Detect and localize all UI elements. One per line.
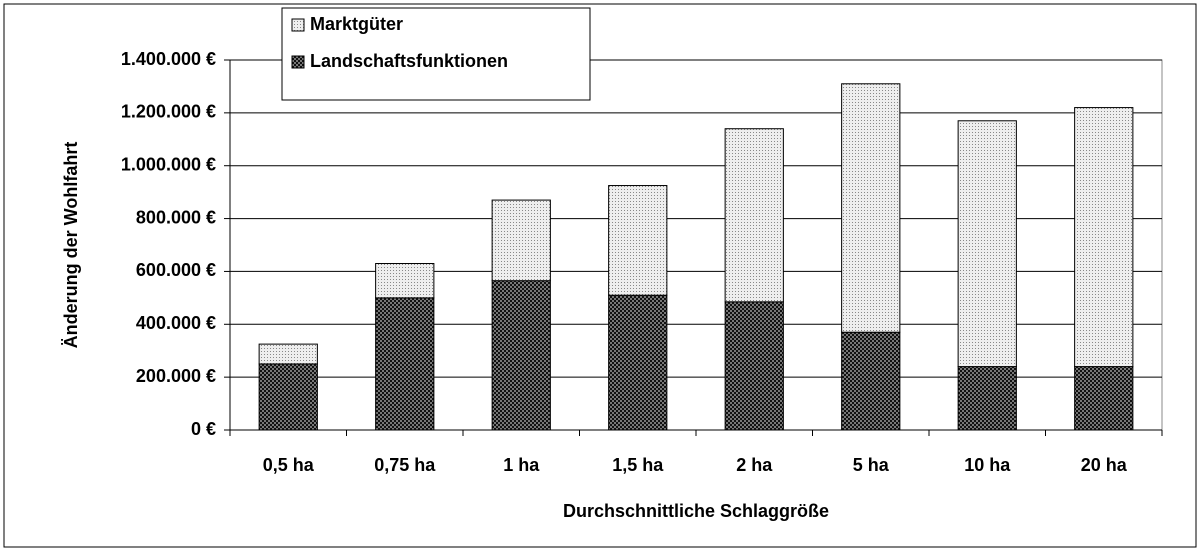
bar-segment (258, 363, 318, 431)
y-tick-label: 1.200.000 € (121, 102, 216, 122)
bar-segment (1074, 107, 1134, 368)
y-tick-label: 1.000.000 € (121, 154, 216, 174)
legend-swatch (291, 18, 305, 32)
bar-segment (724, 301, 784, 431)
bar-segment (957, 120, 1017, 368)
y-tick-label: 1.400.000 € (121, 49, 216, 69)
bar-segment (841, 83, 901, 333)
y-axis-title: Änderung der Wohlfahrt (61, 142, 81, 349)
legend-label: Marktgüter (310, 14, 403, 34)
bar-segment (258, 343, 318, 365)
y-tick-label: 400.000 € (136, 313, 216, 333)
x-tick-label: 0,75 ha (374, 455, 436, 475)
x-axis-title: Durchschnittliche Schlaggröße (563, 501, 829, 521)
x-tick-label: 2 ha (736, 455, 773, 475)
bar-segment (608, 185, 668, 296)
legend-label: Landschaftsfunktionen (310, 51, 508, 71)
y-tick-label: 200.000 € (136, 366, 216, 386)
bar-segment (491, 280, 551, 431)
bar-segment (491, 199, 551, 282)
bar-segment (1074, 366, 1134, 431)
x-tick-label: 1,5 ha (612, 455, 664, 475)
bar-segment (841, 331, 901, 431)
bar-segment (608, 294, 668, 431)
y-tick-label: 800.000 € (136, 207, 216, 227)
legend-swatch (291, 55, 305, 69)
x-tick-label: 1 ha (503, 455, 540, 475)
y-tick-label: 0 € (191, 419, 216, 439)
legend-box (281, 7, 591, 101)
y-tick-label: 600.000 € (136, 260, 216, 280)
x-tick-label: 5 ha (853, 455, 890, 475)
bar-segment (375, 297, 435, 431)
bar-segment (957, 366, 1017, 431)
x-tick-label: 10 ha (964, 455, 1011, 475)
plot-area (229, 59, 1163, 431)
x-tick-label: 0,5 ha (263, 455, 315, 475)
bar-segment (724, 128, 784, 303)
x-tick-label: 20 ha (1081, 455, 1128, 475)
bar-segment (375, 263, 435, 299)
